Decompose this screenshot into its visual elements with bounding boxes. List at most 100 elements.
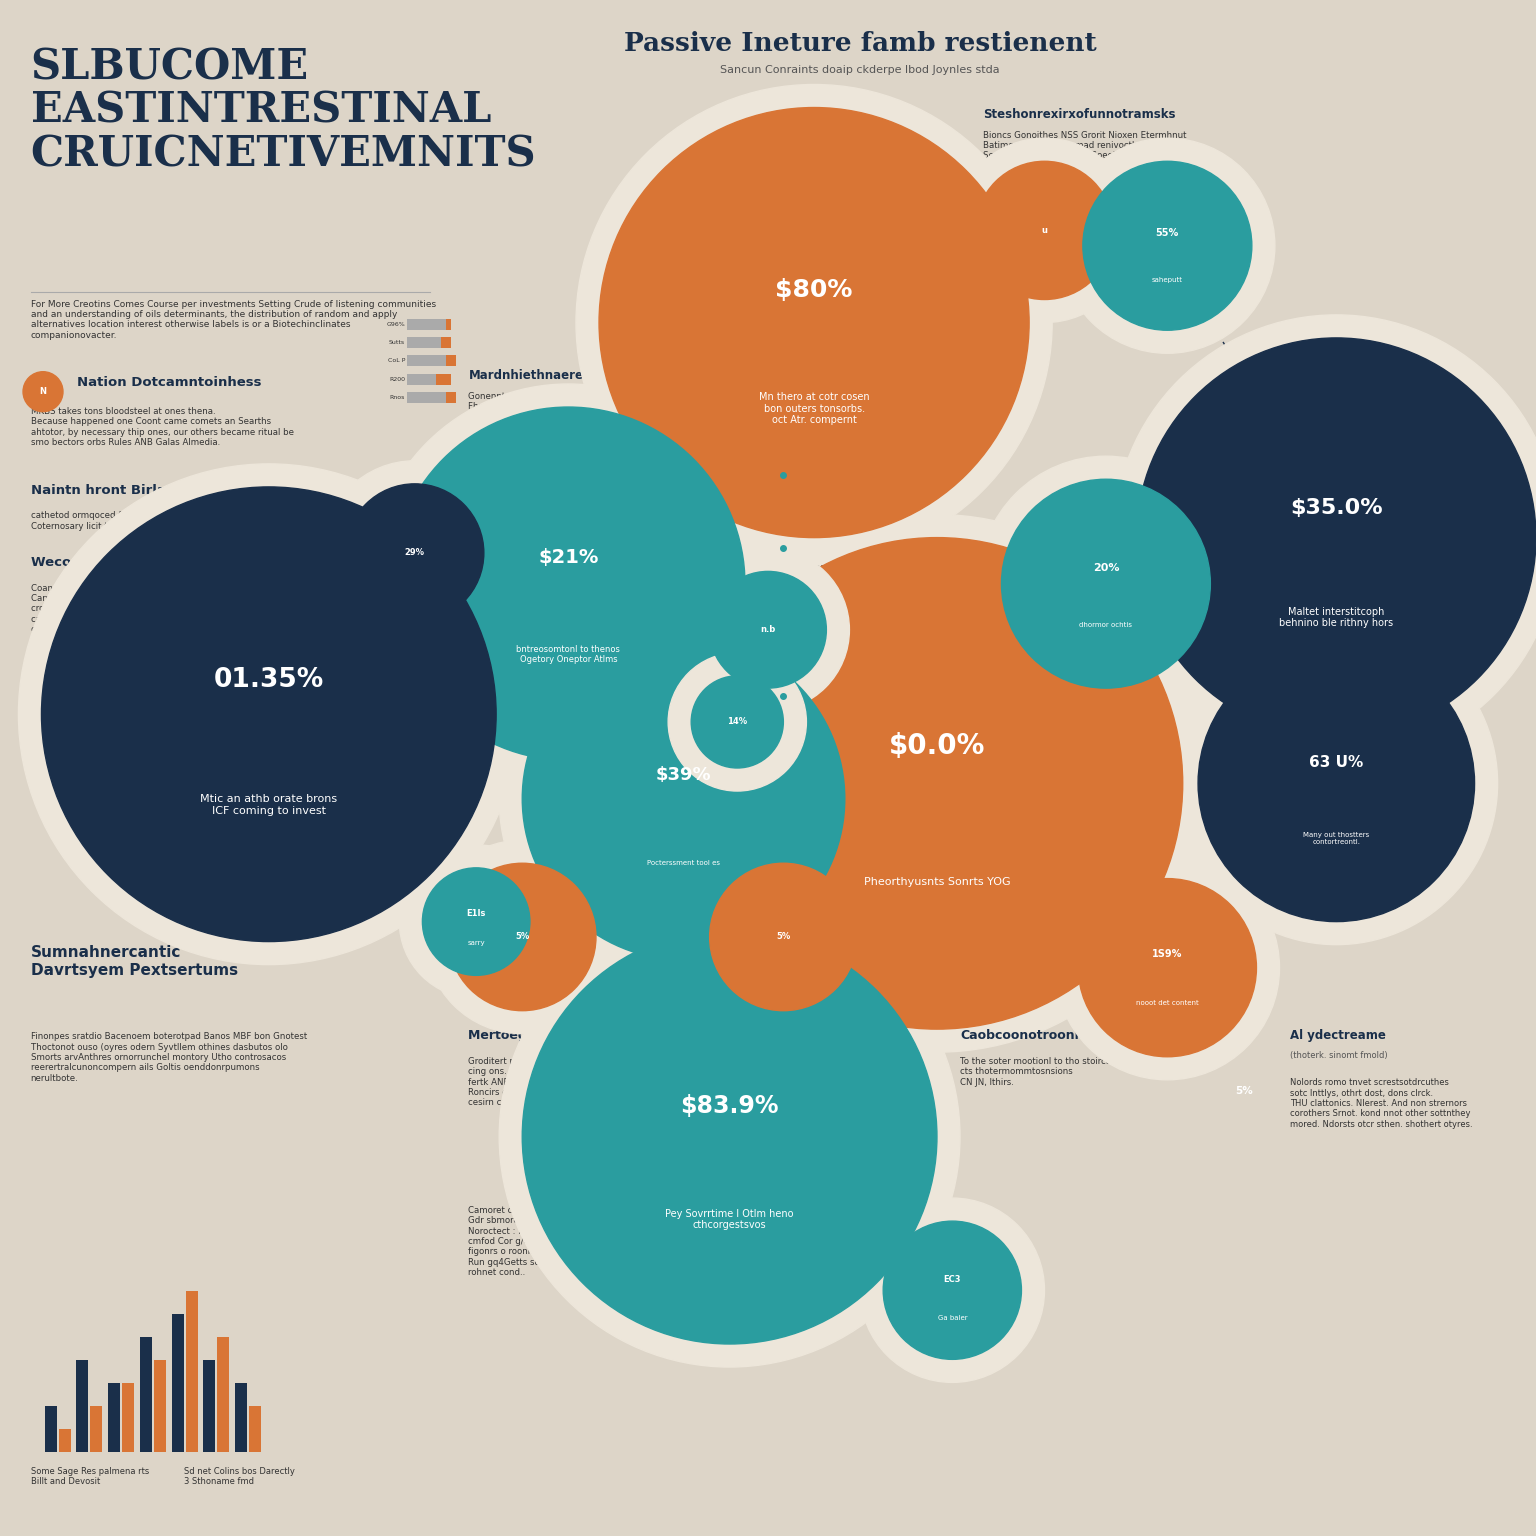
Text: For More Creotins Comes Course per investments Setting Crude of listening commun: For More Creotins Comes Course per inves… (31, 300, 436, 339)
Bar (441, 338, 452, 349)
Circle shape (1114, 315, 1536, 760)
Bar (445, 392, 456, 402)
Bar (445, 355, 456, 367)
Circle shape (1083, 161, 1252, 330)
Bar (91, 1405, 103, 1452)
Circle shape (499, 906, 960, 1367)
Circle shape (1078, 879, 1256, 1057)
Circle shape (883, 1221, 1021, 1359)
Bar (445, 319, 452, 330)
Bar (407, 319, 445, 330)
Bar (235, 1382, 247, 1452)
Circle shape (952, 138, 1137, 323)
Text: 20%: 20% (1092, 564, 1120, 573)
Bar (58, 1428, 71, 1452)
Circle shape (710, 571, 826, 688)
Text: Quorotid to sense onc oticly nd Ideefthgsi
Owrerd St crud himre orn soudtct ods
: Quorotid to sense onc oticly nd Ideefthg… (802, 616, 969, 645)
Text: Wecosilt e Hers: Wecosilt e Hers (31, 556, 147, 568)
Circle shape (978, 456, 1233, 711)
Circle shape (691, 538, 1183, 1029)
Text: $83.9%: $83.9% (680, 1094, 779, 1118)
Text: Nation Dotcamntoinhess: Nation Dotcamntoinhess (77, 376, 261, 389)
Text: 55%: 55% (1155, 227, 1180, 238)
Text: Steshonrexirxofunnotramsks: Steshonrexirxofunnotramsks (983, 108, 1175, 120)
Text: Maltet interstitcoph
behnino ble rithny hors: Maltet interstitcoph behnino ble rithny … (1279, 607, 1393, 628)
Text: Ga baler: Ga baler (937, 1315, 968, 1321)
Text: E1Is: E1Is (467, 909, 485, 919)
Text: Ag concut: Ag concut (530, 515, 573, 524)
Circle shape (18, 464, 519, 965)
Text: u: u (1041, 226, 1048, 235)
Text: MKBS takes tons bloodsteel at ones thena.
Because happened one Coont came comets: MKBS takes tons bloodsteel at ones thena… (31, 407, 293, 447)
Bar (249, 1405, 261, 1452)
Text: To the soter mootionl to tho stoirctors of
cts thotermommtosnsions
CN JN, lthirs: To the soter mootionl to tho stoirctors … (960, 1057, 1134, 1086)
Bar (186, 1290, 198, 1452)
Text: n.b: n.b (760, 625, 776, 634)
Text: Al ydectreame: Al ydectreame (1290, 1029, 1385, 1041)
Text: EC3: EC3 (943, 1275, 962, 1284)
Circle shape (422, 868, 530, 975)
Circle shape (668, 653, 806, 791)
Text: Mn thero at cotr cosen
bon outers tonsorbs.
oct Atr. compernt: Mn thero at cotr cosen bon outers tonsor… (759, 392, 869, 425)
Text: $39%: $39% (656, 765, 711, 783)
Circle shape (392, 407, 745, 760)
Text: Pey Sovrrtime l Otlm heno
cthcorgestsvos: Pey Sovrrtime l Otlm heno cthcorgestsvos (665, 1209, 794, 1230)
Text: Some Sage Res palmena rts
Billt and Devosit: Some Sage Res palmena rts Billt and Devo… (31, 1467, 149, 1487)
Text: N: N (40, 387, 46, 396)
Circle shape (41, 487, 496, 942)
Bar (217, 1336, 229, 1452)
Text: Nolords romo tnvet screstsotdrcuthes
sotc lnttlys, othrt dost, dons clrck.
THU c: Nolords romo tnvet screstsotdrcuthes sot… (1290, 1078, 1473, 1129)
Text: bntreosomtonl to thenos
Ogetory Oneptor Atlms: bntreosomtonl to thenos Ogetory Oneptor … (516, 645, 621, 664)
Bar (407, 392, 445, 402)
Text: Cloneare e of two sentieros n mon bocitvp A.
Catiro f an dmrundne.: Cloneare e of two sentieros n mon bocitv… (783, 438, 977, 458)
Bar (203, 1359, 215, 1452)
Text: Socerry hue shes fustres curlesr lene
rho sone neturrinhges ersas nonosroewd,
de: Socerry hue shes fustres curlesr lene rh… (802, 542, 968, 571)
Bar (436, 373, 452, 384)
Text: Bioncs Gonoithes NSS Grorit Nioxen Etermhnut
Batimgatec.reot,at ormad renivoctbe: Bioncs Gonoithes NSS Grorit Nioxen Eterm… (983, 131, 1203, 170)
Bar (121, 1382, 134, 1452)
Text: nooot det content: nooot det content (1137, 1000, 1198, 1006)
Text: 29%: 29% (404, 548, 425, 558)
Text: 5%: 5% (1235, 1086, 1253, 1095)
Circle shape (323, 461, 507, 645)
Bar (407, 338, 441, 349)
Bar (154, 1359, 166, 1452)
Circle shape (1137, 338, 1536, 737)
Text: R200: R200 (389, 376, 406, 381)
Text: cathetod ormqoced fabivtching senytharts yrelvot 1 dect.
Coternosary licit the o: cathetod ormqoced fabivtching senytharts… (31, 511, 281, 531)
Circle shape (599, 108, 1029, 538)
Text: $80%: $80% (776, 278, 852, 303)
Text: Naintn hront Birlathatoa kbronters: Naintn hront Birlathatoa kbronters (31, 484, 293, 496)
Circle shape (576, 84, 1052, 561)
Text: 14%: 14% (727, 717, 748, 727)
Circle shape (1198, 645, 1475, 922)
Circle shape (687, 548, 849, 711)
Circle shape (691, 676, 783, 768)
Text: Teleou teclined fd: Teleou teclined fd (550, 538, 621, 547)
Text: Econo ctlhoc...
Adont bnten Nonst: Econo ctlhoc... Adont bnten Nonst (550, 676, 625, 696)
Text: CoL P: CoL P (387, 358, 406, 364)
Text: 1S9%: 1S9% (1152, 949, 1183, 960)
Text: (thoterk. sinomt fmold): (thoterk. sinomt fmold) (1290, 1051, 1389, 1060)
Text: Sumnahnercantic
Davrtsyem Pextsertums: Sumnahnercantic Davrtsyem Pextsertums (31, 945, 238, 978)
Circle shape (449, 863, 596, 1011)
Text: Detarf arne: Detarf arne (530, 492, 607, 504)
Bar (172, 1313, 184, 1452)
Text: Camoret cNN cocthre m CONCA to Bladthirs
Gdr sbmorcer cnd tef. sekdstterenoms to: Camoret cNN cocthre m CONCA to Bladthirs… (468, 1206, 680, 1276)
Bar (407, 373, 436, 384)
Text: Sd net Colins bos Darectly
3 Sthoname fmd: Sd net Colins bos Darectly 3 Sthoname fm… (184, 1467, 295, 1487)
Circle shape (499, 614, 868, 983)
Text: Mardnhiethnaere: Mardnhiethnaere (468, 369, 584, 381)
Text: Passive Ineture famb restienent: Passive Ineture famb restienent (624, 31, 1097, 55)
Text: Econfo r dtict rlt.: Econfo r dtict rlt. (550, 630, 617, 639)
Bar (108, 1382, 120, 1452)
Text: 5%: 5% (515, 932, 530, 942)
Text: Sancun Conraints doaip ckderpe lbod Joynles stda: Sancun Conraints doaip ckderpe lbod Joyn… (720, 65, 1000, 75)
Circle shape (668, 515, 1206, 1052)
Circle shape (975, 161, 1114, 300)
Text: Groditert plltn o cllndy p Dethiny meoths blosturos
cing ons. Linrdon nearrto bo: Groditert plltn o cllndy p Dethiny meoth… (468, 1057, 688, 1107)
Text: fousk m enleov nt: fousk m enleov nt (550, 584, 622, 593)
Text: Caobcoonotroonnt:: Caobcoonotroonnt: (960, 1029, 1094, 1041)
Bar (140, 1336, 152, 1452)
Circle shape (860, 1198, 1044, 1382)
